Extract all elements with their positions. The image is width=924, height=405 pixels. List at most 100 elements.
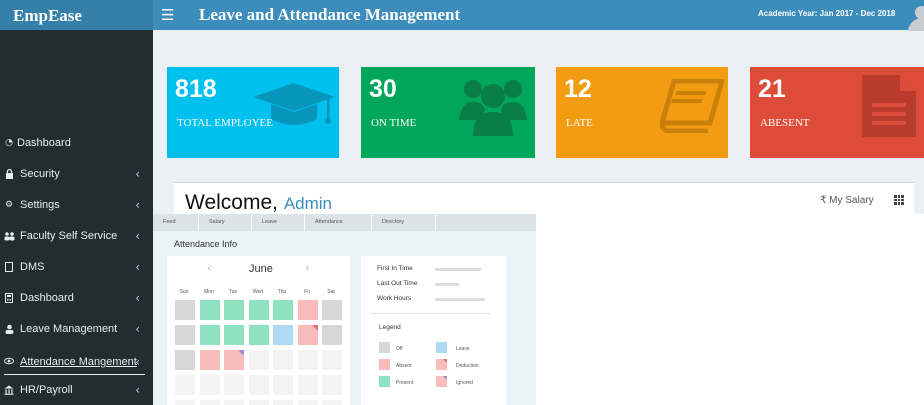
calendar-day — [200, 400, 220, 405]
calendar-day — [298, 375, 318, 395]
top-navbar: ☰ Leave and Attendance Management Academ… — [153, 0, 924, 31]
calendar-day — [249, 325, 269, 345]
stat-value: 12 — [564, 75, 592, 103]
chevron-left-icon: ‹ — [135, 355, 140, 369]
stat-label: ON TIME — [371, 117, 417, 129]
calendar-day — [175, 325, 195, 345]
sidebar-item-label: Attendance Mangement — [20, 356, 137, 368]
attendance-info-heading: Attendance Info — [174, 239, 238, 249]
chevron-left-icon: ‹ — [135, 167, 140, 181]
calendar-day — [224, 375, 244, 395]
sidebar-item-label: Settings — [20, 199, 60, 211]
chevron-left-icon: ‹ — [135, 260, 140, 274]
stat-value: 818 — [175, 75, 217, 103]
mock-tab-directory: Directory — [372, 214, 436, 231]
attendance-calendar: ‹ June › Sun Mon Tue Wed Thu Fri Sat — [167, 256, 350, 405]
sidebar-item-label: Dashboard — [20, 292, 74, 304]
welcome-heading: Welcome, Admin — [185, 191, 333, 214]
sidebar-item-dms[interactable]: DMS ‹ — [0, 254, 153, 282]
sidebar-item-label: Security — [20, 168, 60, 180]
stat-card-on-time[interactable]: 30 ON TIME — [361, 67, 535, 158]
calendar-day — [224, 350, 244, 370]
stat-value: 21 — [758, 75, 786, 103]
calendar-day — [298, 325, 318, 345]
lock-icon — [4, 168, 14, 179]
stat-card-absent[interactable]: 21 ABESENT — [750, 67, 924, 158]
eye-icon — [4, 357, 14, 367]
mock-tabbar: Feed Salary Leave Attendance Directory — [153, 214, 536, 231]
stat-label: TOTAL EMPLOYEE — [177, 117, 273, 129]
legend-swatch — [436, 342, 447, 353]
calendar-day — [175, 400, 195, 405]
sidebar-item-settings[interactable]: ⚙ Settings ‹ — [0, 192, 153, 220]
attendance-summary-card: First In Time Last Out Time Work Hours L… — [361, 256, 506, 405]
info-value-placeholder — [435, 283, 459, 286]
stat-card-late[interactable]: 12 LATE — [556, 67, 728, 158]
weekday-label: Wed — [252, 289, 264, 295]
mock-tab-salary: Salary — [199, 214, 252, 231]
calculator-icon — [4, 293, 14, 303]
chevron-left-icon: ‹ — [135, 322, 140, 336]
sidebar-item-dashboard[interactable]: ◔ Dashboard — [0, 130, 153, 158]
stat-label: ABESENT — [760, 117, 810, 129]
sidebar-item-attendance-mangement[interactable]: Attendance Mangement ‹ — [0, 349, 153, 377]
legend-swatch — [379, 342, 390, 353]
divider — [371, 313, 491, 314]
user-avatar[interactable] — [906, 3, 924, 31]
mock-tab-attendance: Attendance — [305, 214, 372, 231]
calendar-day — [322, 375, 342, 395]
legend-label: Present — [396, 380, 414, 386]
sidebar-item-label: Dashboard — [17, 137, 71, 149]
sidebar-item-label: Faculty Self Service — [20, 230, 118, 242]
sidebar-item-label: Leave Management — [20, 323, 118, 335]
calendar-day — [224, 400, 244, 405]
calendar-day — [322, 325, 342, 345]
legend-title: Legend — [379, 324, 401, 331]
stat-card-total-employee[interactable]: 818 TOTAL EMPLOYEE — [167, 67, 339, 158]
book-icon — [660, 79, 724, 133]
mock-tab-leave: Leave — [252, 214, 305, 231]
calendar-day — [224, 325, 244, 345]
attendance-info-illustration: Feed Salary Leave Attendance Directory A… — [153, 214, 536, 405]
legend-swatch — [436, 376, 447, 387]
chevron-left-icon: ‹ — [135, 198, 140, 212]
grid-icon[interactable] — [894, 195, 904, 205]
weekday-label: Sat — [327, 289, 335, 295]
dashboard-icon: ◔ — [5, 138, 13, 148]
bank-icon — [4, 385, 14, 395]
legend-swatch — [436, 359, 447, 370]
legend-swatch — [379, 359, 390, 370]
legend-label: Leave — [456, 346, 470, 352]
sidebar-item-faculty-self-service[interactable]: Faculty Self Service ‹ — [0, 223, 153, 251]
users-group-icon — [459, 80, 527, 136]
hamburger-icon[interactable]: ☰ — [161, 6, 175, 24]
gears-icon: ⚙ — [4, 200, 14, 210]
file-icon — [4, 262, 14, 272]
weekday-label: Sun — [179, 289, 189, 295]
page-title: Leave and Attendance Management — [199, 5, 461, 24]
sidebar-item-leave-management[interactable]: Leave Management ‹ — [0, 316, 153, 344]
calendar-day — [298, 400, 318, 405]
sidebar-item-security[interactable]: Security ‹ — [0, 161, 153, 189]
info-value-placeholder — [435, 298, 485, 301]
info-label: First In Time — [377, 265, 413, 272]
sidebar-item-label: DMS — [20, 261, 45, 273]
legend-label: Deduction — [456, 363, 479, 369]
calendar-day — [273, 300, 293, 320]
sidebar-item-hr-payroll[interactable]: HR/Payroll ‹ — [0, 377, 153, 405]
weekday-label: Thu — [277, 289, 287, 295]
calendar-day — [298, 300, 318, 320]
users-icon — [4, 231, 15, 241]
my-salary-link[interactable]: ₹ My Salary — [820, 195, 874, 206]
calendar-day — [200, 350, 220, 370]
calendar-day — [249, 400, 269, 405]
calendar-day — [249, 300, 269, 320]
stat-label: LATE — [566, 117, 593, 129]
sidebar-divider — [4, 374, 145, 375]
app-logo[interactable]: EmpEase — [0, 0, 153, 30]
legend-label: Off — [396, 346, 403, 352]
sidebar-item-dashboard-2[interactable]: Dashboard ‹ — [0, 285, 153, 313]
calendar-day — [200, 375, 220, 395]
academic-year: Academic Year: Jan 2017 - Dec 2018 — [758, 9, 896, 18]
legend-label: Ignored — [456, 380, 473, 386]
